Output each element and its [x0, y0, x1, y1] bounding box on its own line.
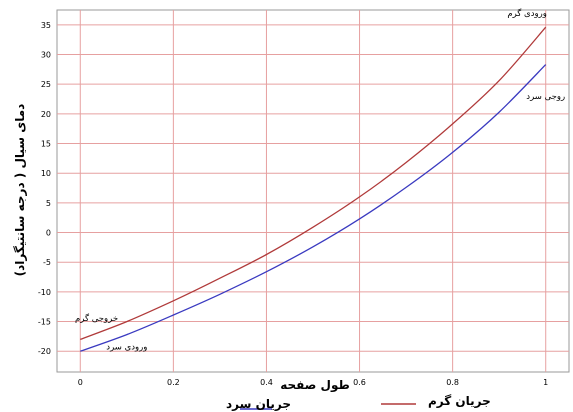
y-axis-ticks: -20 -15 -10 -5 0 5 10 15 20 25 30 35: [38, 21, 51, 356]
series-lines: [80, 26, 547, 352]
y-tick-label: -5: [43, 258, 51, 267]
grid: [57, 10, 569, 372]
x-tick-label: 0.2: [167, 378, 180, 387]
y-tick-label: -15: [38, 318, 51, 327]
legend: جریان گرم جریان سرد: [226, 394, 491, 411]
y-tick-label: 35: [41, 21, 51, 30]
series-line-cold: [80, 64, 547, 352]
y-tick-label: 10: [41, 169, 51, 178]
annotation-label: ورودی سرد: [106, 342, 147, 352]
y-tick-label: -20: [38, 347, 51, 356]
y-axis-label: دمای سیال ( درجه سانتیگراد): [13, 104, 27, 277]
y-tick-label: -10: [38, 288, 51, 297]
x-axis-label: طول صفحه: [280, 378, 350, 393]
y-tick-label: 25: [41, 80, 51, 89]
x-tick-label: 0.4: [260, 378, 273, 387]
x-tick-label: 0.8: [446, 378, 459, 387]
y-tick-label: 0: [46, 229, 51, 238]
y-tick-label: 5: [46, 199, 51, 208]
plot-area: [56, 9, 570, 373]
x-tick-label: 0: [78, 378, 83, 387]
annotations: ورودی گرم روجی سرد خروجی گرم ورودی سرد: [75, 8, 565, 353]
series-line-hot: [80, 26, 547, 341]
x-tick-label: 0.6: [353, 378, 366, 387]
annotation-label: ورودی گرم: [507, 8, 546, 19]
y-tick-label: 20: [41, 110, 51, 119]
x-tick-label: 1: [543, 378, 548, 387]
legend-label-hot: جریان گرم: [428, 394, 491, 409]
y-tick-label: 15: [41, 140, 51, 149]
y-tick-label: 30: [41, 51, 51, 60]
annotation-label: خروجی گرم: [75, 313, 118, 324]
annotation-label: روجی سرد: [526, 92, 565, 102]
x-axis-ticks: 0 0.2 0.4 0.6 0.8 1: [78, 378, 549, 387]
legend-label-cold: جریان سرد: [226, 397, 291, 411]
